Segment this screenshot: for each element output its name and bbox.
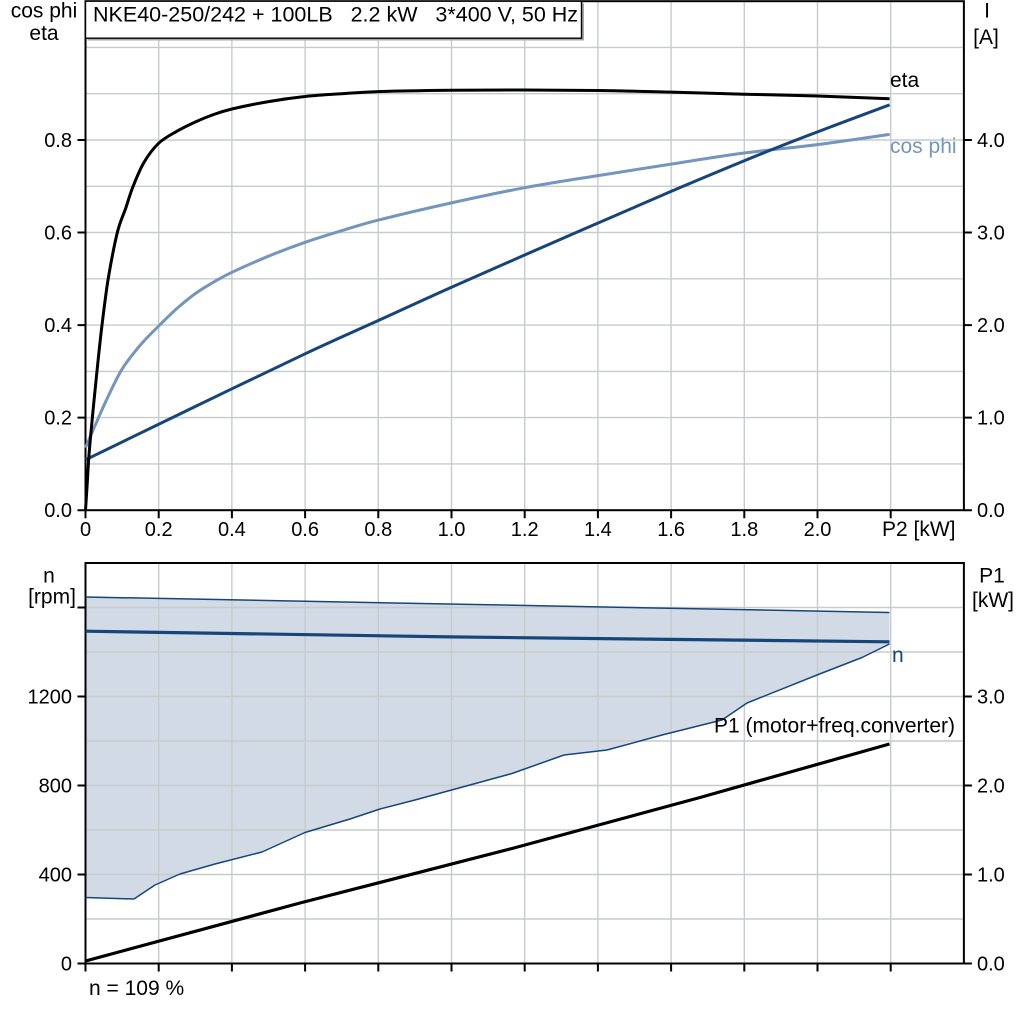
svg-text:0.0: 0.0 — [44, 500, 72, 522]
svg-text:4.0: 4.0 — [977, 130, 1005, 152]
svg-text:I: I — [984, 0, 990, 23]
svg-text:0.0: 0.0 — [977, 954, 1005, 976]
svg-text:[kW]: [kW] — [972, 589, 1014, 612]
svg-text:eta: eta — [29, 22, 59, 45]
svg-text:n: n — [892, 644, 904, 667]
svg-text:2.0: 2.0 — [977, 315, 1005, 337]
svg-text:0.0: 0.0 — [977, 500, 1005, 522]
svg-text:800: 800 — [39, 776, 72, 798]
svg-text:1.4: 1.4 — [584, 519, 612, 541]
svg-text:NKE40-250/242 + 100LB 2.2 kW: NKE40-250/242 + 100LB 2.2 kW 3*400 V, 50… — [93, 3, 578, 27]
svg-text:2.0: 2.0 — [977, 776, 1005, 798]
svg-text:1.0: 1.0 — [438, 519, 466, 541]
svg-text:3.0: 3.0 — [977, 687, 1005, 709]
svg-text:400: 400 — [39, 865, 72, 887]
svg-text:0.6: 0.6 — [291, 519, 319, 541]
svg-text:n: n — [43, 565, 55, 588]
svg-text:1.2: 1.2 — [511, 519, 539, 541]
svg-text:1.6: 1.6 — [657, 519, 685, 541]
svg-text:[rpm]: [rpm] — [28, 586, 76, 609]
svg-text:0.2: 0.2 — [145, 519, 173, 541]
svg-text:2.0: 2.0 — [804, 519, 832, 541]
svg-text:P1 (motor+freq.converter): P1 (motor+freq.converter) — [714, 715, 955, 738]
svg-text:cos phi: cos phi — [11, 0, 78, 23]
svg-text:0.6: 0.6 — [44, 223, 72, 245]
svg-text:0.8: 0.8 — [44, 130, 72, 152]
svg-text:[A]: [A] — [973, 26, 999, 49]
svg-text:1.0: 1.0 — [977, 865, 1005, 887]
svg-text:0: 0 — [61, 954, 72, 976]
svg-text:0: 0 — [80, 519, 91, 541]
svg-text:1.0: 1.0 — [977, 408, 1005, 430]
svg-text:P2 [kW]: P2 [kW] — [882, 518, 956, 541]
svg-text:0.2: 0.2 — [44, 408, 72, 430]
svg-text:3.0: 3.0 — [977, 223, 1005, 245]
svg-text:0.4: 0.4 — [218, 519, 246, 541]
svg-text:1.8: 1.8 — [730, 519, 758, 541]
svg-text:eta: eta — [890, 69, 920, 92]
svg-text:n = 109 %: n = 109 % — [89, 977, 184, 1000]
svg-text:P1: P1 — [979, 565, 1005, 588]
svg-text:0.4: 0.4 — [44, 315, 72, 337]
svg-text:cos phi: cos phi — [890, 135, 957, 158]
svg-text:0.8: 0.8 — [364, 519, 392, 541]
svg-text:1200: 1200 — [28, 687, 73, 709]
